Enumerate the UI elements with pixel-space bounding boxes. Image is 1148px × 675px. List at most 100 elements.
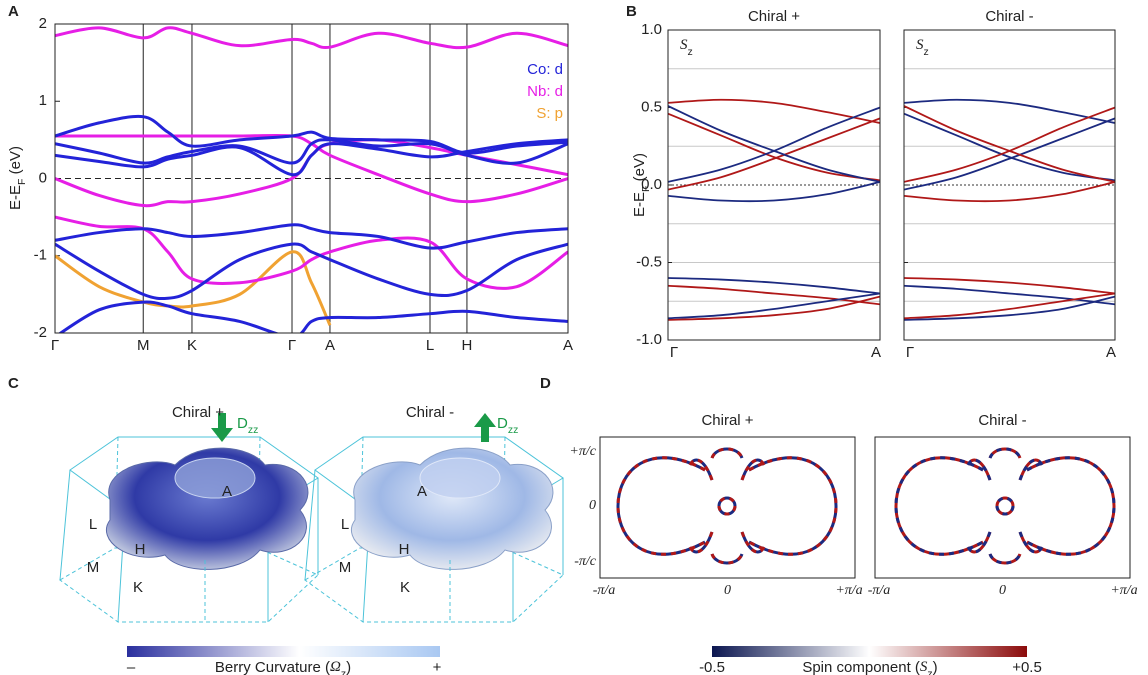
fermi-surface-view bbox=[59, 436, 319, 623]
k-point-label: L bbox=[341, 516, 349, 533]
band-line bbox=[668, 112, 880, 182]
arrow-up bbox=[474, 413, 496, 442]
band-line bbox=[904, 292, 1115, 320]
text-part: E-E bbox=[631, 192, 648, 217]
x-tick-label: A bbox=[325, 337, 335, 354]
contour bbox=[717, 496, 737, 516]
band-line bbox=[55, 242, 568, 301]
text-part: (eV) bbox=[631, 153, 648, 186]
x-tick-label: -π/a bbox=[868, 583, 891, 598]
view-title: Chiral + bbox=[172, 404, 224, 421]
band-line bbox=[668, 105, 880, 183]
annotation: Sz bbox=[680, 37, 693, 57]
y-tick-label: -π/c bbox=[574, 554, 597, 569]
fermi-pocket bbox=[174, 457, 256, 499]
colorbar-label: Berry Curvature (Ωz) bbox=[215, 659, 351, 675]
band-line bbox=[55, 26, 568, 50]
y-tick-label: 2 bbox=[39, 15, 47, 32]
y-axis-label: E-EF (eV) bbox=[631, 153, 652, 217]
text-part: D bbox=[237, 415, 248, 432]
text-part: z bbox=[341, 668, 346, 675]
band-line bbox=[904, 117, 1115, 191]
contour bbox=[894, 456, 984, 556]
annotation: Sz bbox=[916, 37, 929, 57]
text-part: S bbox=[920, 659, 928, 675]
k-point-label: A bbox=[222, 483, 232, 500]
band-line bbox=[904, 98, 1115, 124]
k-point-label: L bbox=[89, 516, 97, 533]
text-part: E-E bbox=[7, 185, 24, 210]
fermi-surface-view bbox=[304, 436, 564, 623]
contour-set bbox=[894, 447, 1116, 565]
x-tick-label: Γ bbox=[288, 337, 296, 354]
text-part: F bbox=[16, 179, 28, 185]
view-title: Chiral - bbox=[406, 404, 454, 421]
text-part: z bbox=[927, 668, 932, 675]
band-line bbox=[668, 284, 880, 306]
plot-frame bbox=[599, 436, 856, 579]
band-line bbox=[904, 181, 1115, 203]
contour bbox=[988, 447, 1022, 565]
contour bbox=[995, 496, 1015, 516]
bz-edge bbox=[59, 469, 71, 581]
band-line bbox=[55, 138, 568, 177]
k-point-label: M bbox=[87, 559, 100, 576]
bands bbox=[668, 98, 880, 321]
plot-frame bbox=[54, 23, 569, 334]
contour-set bbox=[894, 447, 1116, 565]
arrow-label: Dzz bbox=[497, 415, 518, 436]
text-part: Berry Curvature ( bbox=[215, 659, 330, 675]
contour bbox=[616, 456, 706, 556]
x-tick-label: +π/a bbox=[1110, 583, 1137, 598]
arrow-label: Dzz bbox=[237, 415, 258, 436]
colorbar-max: + bbox=[433, 659, 442, 675]
band-line bbox=[58, 300, 568, 333]
x-tick-label: +π/a bbox=[835, 583, 862, 598]
x-tick-label: 0 bbox=[999, 583, 1006, 598]
colorbar bbox=[127, 646, 440, 657]
y-tick-label: 0 bbox=[589, 498, 596, 513]
plot-frame bbox=[874, 436, 1131, 579]
panel-label: B bbox=[626, 3, 637, 20]
contour-set bbox=[616, 447, 838, 565]
y-tick-label: -0.5 bbox=[636, 253, 662, 270]
arrow-down bbox=[211, 413, 233, 442]
panel-label: D bbox=[540, 375, 551, 392]
y-tick-label: +π/c bbox=[569, 444, 596, 459]
x-tick-label: H bbox=[462, 337, 473, 354]
band-line bbox=[668, 117, 880, 191]
bands bbox=[904, 98, 1115, 321]
x-tick-label: K bbox=[187, 337, 197, 354]
text-part: ) bbox=[346, 659, 351, 675]
x-tick-label: -π/a bbox=[593, 583, 616, 598]
subplot-title: Chiral - bbox=[985, 8, 1033, 25]
text-part: z bbox=[688, 46, 693, 58]
contour bbox=[688, 458, 766, 554]
contour bbox=[688, 458, 766, 554]
x-tick-label: M bbox=[137, 337, 150, 354]
k-point-label: K bbox=[400, 579, 410, 596]
x-tick-label: Γ bbox=[906, 344, 914, 361]
contour bbox=[966, 458, 1044, 554]
x-tick-label: A bbox=[871, 344, 881, 361]
fermi-contours bbox=[616, 447, 838, 565]
bz-edge bbox=[304, 469, 316, 581]
text-part: S bbox=[916, 37, 924, 53]
contour-set bbox=[616, 447, 838, 565]
band-line bbox=[668, 277, 880, 295]
panel-label: C bbox=[8, 375, 19, 392]
fermi-contours bbox=[894, 447, 1116, 565]
band-line bbox=[668, 106, 880, 183]
band-line bbox=[904, 105, 1115, 183]
panel-label: A bbox=[8, 3, 19, 20]
view-title: Chiral - bbox=[978, 412, 1026, 429]
band-line bbox=[55, 133, 568, 204]
band-line bbox=[904, 284, 1115, 306]
y-tick-label: -1.0 bbox=[636, 331, 662, 348]
fermi-surface bbox=[350, 447, 554, 570]
contour bbox=[966, 458, 1044, 554]
k-point-label: A bbox=[417, 483, 427, 500]
y-tick-label: 0.0 bbox=[641, 176, 662, 193]
fermi-pocket bbox=[419, 457, 501, 499]
